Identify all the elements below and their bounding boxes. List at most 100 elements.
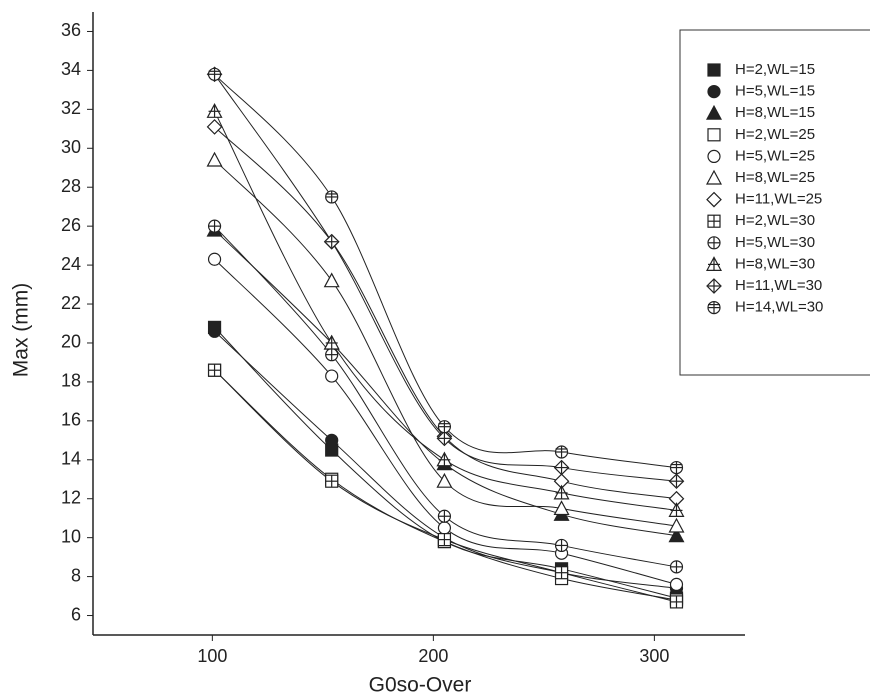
marker — [706, 191, 722, 208]
marker-shape — [325, 433, 339, 447]
marker — [323, 334, 340, 350]
marker-shape — [705, 169, 723, 185]
y-tick-label: 14 — [61, 449, 81, 469]
marker — [669, 595, 684, 609]
marker-shape — [707, 128, 721, 142]
y-tick-label: 6 — [71, 604, 81, 624]
marker-shape — [436, 472, 453, 488]
fit-curve — [214, 126, 677, 500]
marker-shape — [206, 119, 223, 135]
marker-shape — [668, 517, 685, 533]
marker — [323, 233, 340, 250]
marker-shape — [707, 84, 721, 99]
legend-label: H=5,WL=30 — [735, 234, 815, 251]
marker-shape — [206, 151, 223, 167]
marker — [437, 533, 452, 547]
marker — [668, 517, 685, 533]
marker — [669, 577, 684, 591]
marker-shape — [706, 191, 722, 208]
marker-shape — [669, 577, 684, 591]
y-axis-title: Max (mm) — [10, 283, 33, 377]
fit-curve — [214, 73, 677, 469]
marker — [554, 566, 569, 580]
y-tick-label: 30 — [61, 137, 81, 157]
legend-label: H=2,WL=30 — [735, 212, 815, 229]
x-tick-label: 200 — [418, 646, 448, 666]
marker-shape — [553, 500, 570, 516]
marker — [207, 67, 222, 81]
marker-shape — [323, 272, 340, 288]
legend-label: H=14,WL=30 — [735, 299, 823, 316]
marker — [707, 128, 721, 142]
y-tick-label: 8 — [71, 565, 81, 585]
marker — [206, 103, 223, 118]
fit-curve — [214, 111, 677, 511]
marker — [705, 256, 723, 271]
marker — [707, 63, 721, 77]
marker — [553, 459, 570, 476]
y-tick-label: 18 — [61, 371, 81, 391]
marker — [553, 484, 570, 500]
marker — [436, 430, 453, 447]
marker-shape — [207, 252, 222, 266]
y-tick-label: 20 — [61, 332, 81, 352]
y-tick-label: 32 — [61, 98, 81, 118]
marker — [436, 472, 453, 488]
x-axis-title: G0so-Over — [369, 674, 472, 697]
marker — [707, 214, 721, 228]
marker-shape — [707, 149, 721, 163]
marker — [325, 348, 339, 362]
fit-curve — [214, 225, 677, 568]
y-tick-label: 34 — [61, 59, 81, 79]
marker — [554, 538, 569, 553]
marker — [206, 151, 223, 167]
legend-label: H=2,WL=15 — [735, 61, 815, 78]
fit-curve — [214, 258, 677, 585]
legend-label: H=5,WL=15 — [735, 83, 815, 100]
marker — [437, 420, 452, 434]
x-tick-label: 300 — [639, 646, 669, 666]
y-tick-label: 22 — [61, 293, 81, 313]
marker — [668, 527, 685, 543]
marker — [668, 502, 685, 518]
y-tick-label: 26 — [61, 215, 81, 235]
y-tick-label: 10 — [61, 526, 81, 546]
marker-shape — [707, 63, 721, 77]
y-tick-label: 28 — [61, 176, 81, 196]
fit-curve — [214, 327, 677, 599]
y-tick-label: 24 — [61, 254, 81, 274]
marker — [707, 84, 721, 99]
marker — [436, 451, 453, 467]
marker-shape — [668, 527, 685, 543]
marker — [668, 473, 685, 490]
marker — [325, 474, 339, 488]
marker — [207, 324, 222, 338]
y-tick-label: 36 — [61, 20, 81, 40]
marker — [669, 460, 684, 475]
marker — [206, 119, 223, 135]
marker — [707, 236, 721, 250]
marker — [207, 219, 222, 233]
marker — [325, 190, 339, 204]
x-tick-label: 100 — [197, 646, 227, 666]
marker — [705, 169, 723, 185]
legend-label: H=8,WL=30 — [735, 255, 815, 272]
marker — [706, 278, 722, 294]
marker — [554, 445, 569, 459]
marker — [553, 500, 570, 516]
marker — [207, 363, 222, 377]
marker — [707, 301, 721, 315]
marker — [669, 560, 684, 574]
marker-shape — [437, 521, 452, 535]
fit-curve — [214, 74, 677, 482]
marker — [705, 104, 723, 120]
marker — [325, 369, 339, 383]
y-tick-label: 12 — [61, 487, 81, 507]
legend-label: H=11,WL=30 — [735, 277, 822, 294]
marker-shape — [207, 324, 222, 338]
marker — [323, 272, 340, 288]
marker-shape — [705, 104, 723, 120]
marker — [437, 509, 452, 523]
marker — [207, 252, 222, 266]
